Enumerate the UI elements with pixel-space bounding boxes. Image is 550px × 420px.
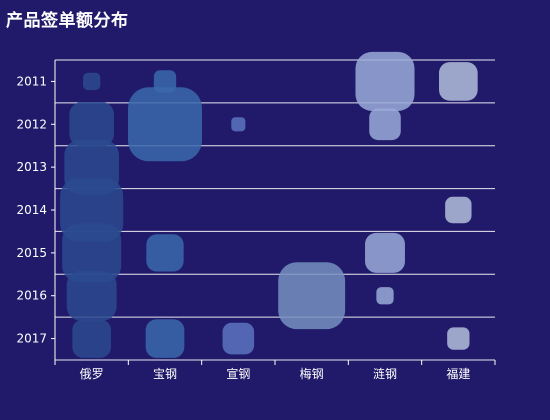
x-tick-label-2: 宣钢 [226,366,250,381]
x-tick-label-0: 俄罗 [80,367,104,381]
y-tick-label-2016: 2016 [16,289,47,303]
bubble-俄罗-2011 [83,72,101,91]
bubble-梅钢-2016 [278,262,346,330]
bubble-俄罗-2012 [69,101,114,147]
bubble-涟钢-2016 [376,287,394,305]
chart-title: 产品签单额分布 [6,11,129,31]
y-tick-label-2015: 2015 [16,246,47,260]
bubble-福建-2011 [439,62,478,101]
bubble-宝钢-2017 [145,319,185,358]
bubble-宣钢-2017 [222,322,255,355]
bubble-俄罗-2016 [66,270,117,321]
x-tick-label-1: 宝钢 [153,367,177,381]
y-tick-label-2012: 2012 [16,117,47,131]
bubble-宣钢-2012 [231,117,246,132]
bubble-宝钢-2012 [128,87,202,162]
x-tick-label-4: 涟钢 [373,366,397,381]
bubble-福建-2017 [447,327,470,350]
y-tick-label-2014: 2014 [16,203,47,217]
y-tick-label-2013: 2013 [16,160,47,174]
bubble-涟钢-2011 [355,51,415,111]
x-tick-label-3: 梅钢 [300,366,324,381]
bubble-福建-2014 [445,196,472,224]
bubble-宝钢-2015 [146,234,184,272]
bubble-俄罗-2017 [72,319,111,358]
y-tick-label-2017: 2017 [16,332,47,346]
x-tick-label-5: 福建 [446,366,470,381]
y-tick-label-2011: 2011 [16,74,47,88]
bubble-涟钢-2012 [369,108,401,141]
bubble-宝钢-2011 [153,70,177,93]
bubble-涟钢-2015 [365,232,405,273]
bubble-俄罗-2015 [62,223,122,283]
